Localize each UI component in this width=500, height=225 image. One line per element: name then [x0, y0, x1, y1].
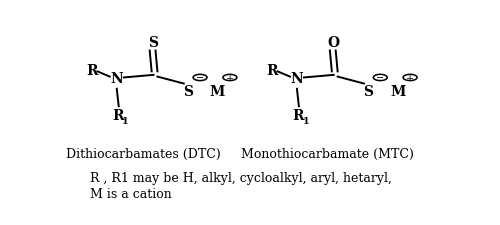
Text: +: + [406, 74, 414, 83]
Text: R: R [112, 108, 124, 122]
Text: R , R1 may be H, alkyl, cycloalkyl, aryl, hetaryl,: R , R1 may be H, alkyl, cycloalkyl, aryl… [90, 171, 392, 184]
Text: 1: 1 [122, 117, 129, 126]
Text: N: N [110, 72, 123, 86]
Text: 1: 1 [302, 117, 309, 126]
Text: Dithiocarbamates (DTC): Dithiocarbamates (DTC) [66, 147, 221, 160]
Text: S: S [184, 84, 194, 98]
Text: O: O [328, 36, 340, 50]
Text: R: R [266, 64, 278, 78]
Text: M: M [210, 84, 225, 98]
Text: +: + [226, 74, 234, 83]
Text: Monothiocarbamate (MTC): Monothiocarbamate (MTC) [241, 147, 414, 160]
Text: S: S [148, 36, 158, 50]
Text: −: − [376, 74, 384, 83]
Text: S: S [364, 84, 374, 98]
Text: M: M [390, 84, 406, 98]
Text: R: R [292, 108, 304, 122]
Text: M is a cation: M is a cation [90, 187, 172, 200]
Text: −: − [196, 74, 204, 83]
Text: N: N [290, 72, 304, 86]
Text: R: R [86, 64, 98, 78]
